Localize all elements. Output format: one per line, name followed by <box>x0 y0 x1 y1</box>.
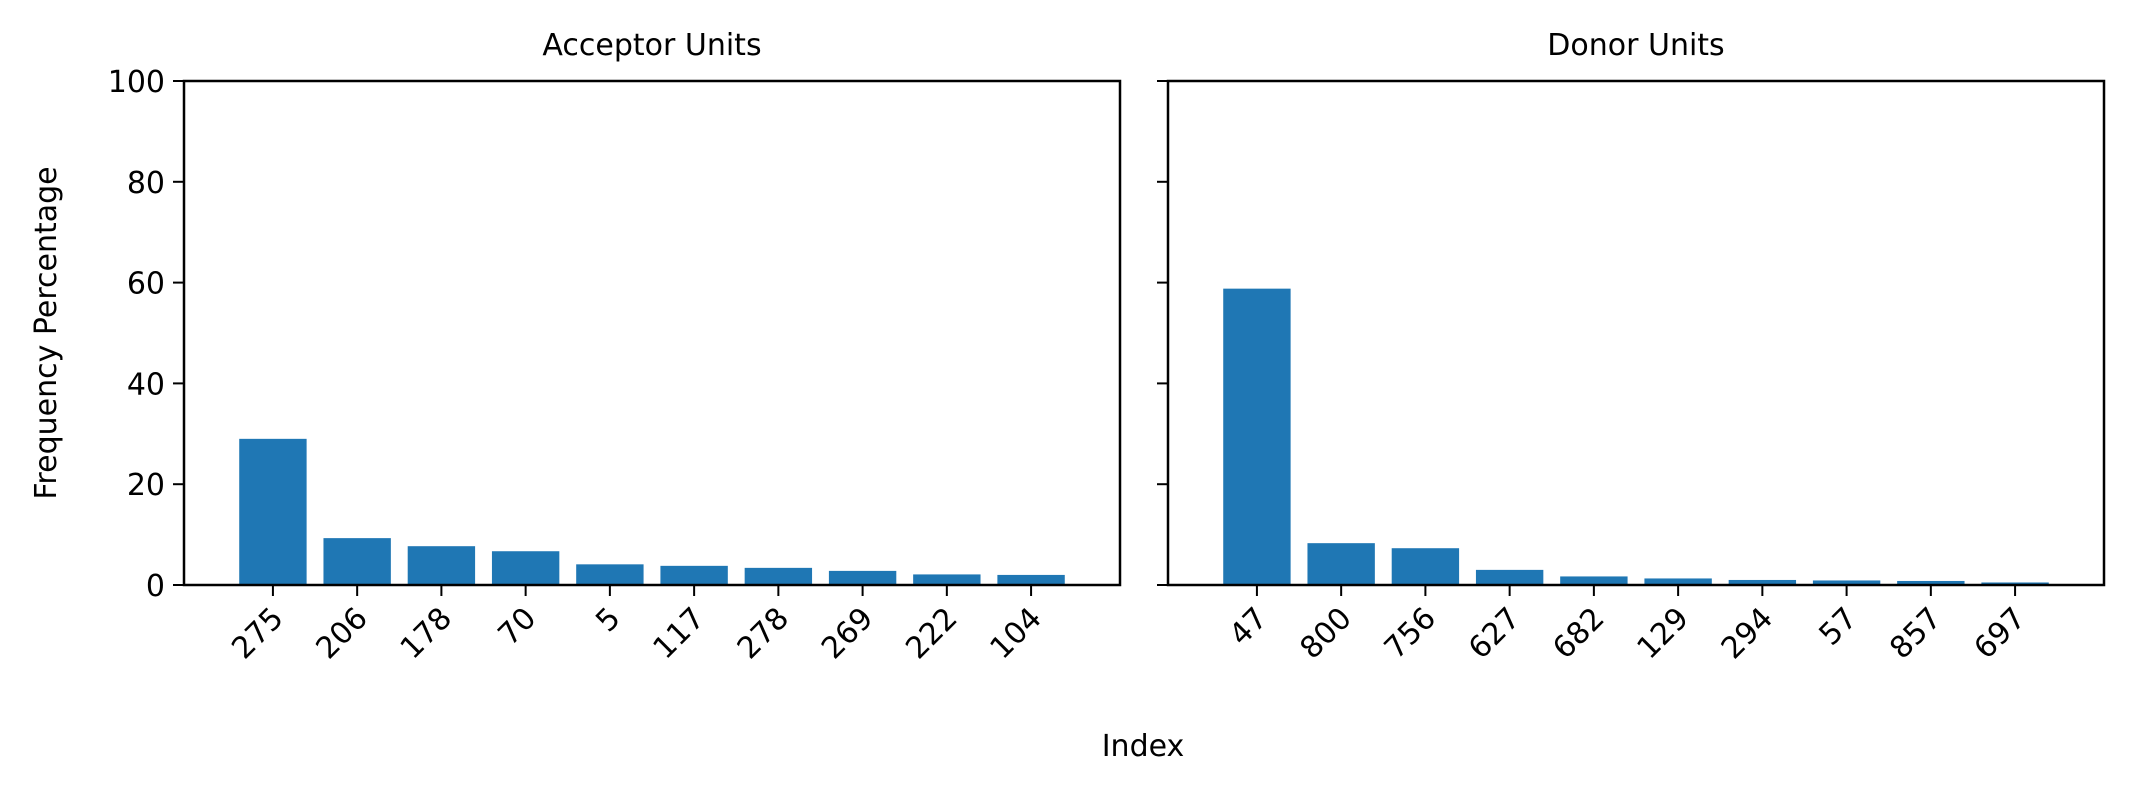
bar-857 <box>1897 580 1965 585</box>
chart-panel-2: Donor Units 47 800 756 627 682 129 294 57 857 697 <box>1157 28 2106 666</box>
bar-800 <box>1307 543 1375 585</box>
bar-697 <box>1981 582 2049 585</box>
x-tick-label: 178 <box>394 601 459 666</box>
x-tick-label: 129 <box>1631 601 1696 666</box>
x-tick-label: 800 <box>1294 601 1359 666</box>
bar-627 <box>1475 569 1544 585</box>
x-tick-label: 222 <box>899 601 964 666</box>
axes-frame <box>1166 79 2106 587</box>
bar-269 <box>828 570 897 585</box>
bar-117 <box>660 565 728 585</box>
x-tick-label: 70 <box>492 601 544 653</box>
bar-129 <box>1644 578 1712 585</box>
y-axis-label: Frequency Percentage <box>29 166 64 499</box>
chart-title: Acceptor Units <box>542 28 761 63</box>
x-tick-label: 57 <box>1813 601 1865 653</box>
bar-275 <box>239 438 307 585</box>
x-tick-label: 627 <box>1462 601 1527 666</box>
x-tick-label: 682 <box>1546 601 1611 666</box>
x-tick-label: 206 <box>310 601 375 666</box>
chart-panel-1: Acceptor Units 0 20 40 60 80 100 275 206 178 70 5 11… <box>108 28 1122 666</box>
x-tick-label: 857 <box>1883 601 1948 666</box>
chart-title: Donor Units <box>1547 28 1724 63</box>
bar-178 <box>407 546 476 585</box>
panels: Acceptor Units 0 20 40 60 80 100 275 206 178 70 5 11… <box>108 28 2106 666</box>
bar-278 <box>744 567 813 585</box>
axes-frame <box>182 79 1122 587</box>
bar-104 <box>997 574 1065 585</box>
bar-5 <box>576 564 644 585</box>
bar-206 <box>323 538 391 585</box>
y-tick-label: 40 <box>127 367 165 402</box>
bar-756 <box>1391 548 1460 585</box>
y-tick-label: 0 <box>146 569 165 604</box>
x-tick-label: 294 <box>1715 601 1780 666</box>
bar-682 <box>1560 576 1628 585</box>
x-axis-label: Index <box>1102 729 1185 764</box>
x-tick-label: 269 <box>815 601 880 666</box>
y-tick-label: 80 <box>127 166 165 201</box>
x-tick-label: 104 <box>983 601 1048 666</box>
bar-47 <box>1223 288 1291 585</box>
x-tick-label: 756 <box>1378 601 1443 666</box>
bar-222 <box>913 574 981 585</box>
x-tick-label: 5 <box>589 601 627 639</box>
x-tick-label: 117 <box>647 601 712 666</box>
bar-294 <box>1728 579 1797 585</box>
x-tick-label: 47 <box>1223 601 1275 653</box>
x-tick-label: 278 <box>731 601 796 666</box>
x-tick-label: 697 <box>1967 601 2032 666</box>
y-tick-label: 100 <box>108 65 165 100</box>
bar-70 <box>491 551 560 585</box>
y-tick-label: 20 <box>127 468 165 503</box>
y-tick-label: 60 <box>127 267 165 302</box>
bar-57 <box>1812 580 1881 585</box>
x-tick-label: 275 <box>225 601 290 666</box>
